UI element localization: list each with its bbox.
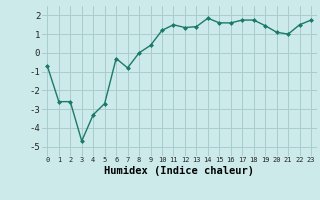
X-axis label: Humidex (Indice chaleur): Humidex (Indice chaleur) [104,166,254,176]
